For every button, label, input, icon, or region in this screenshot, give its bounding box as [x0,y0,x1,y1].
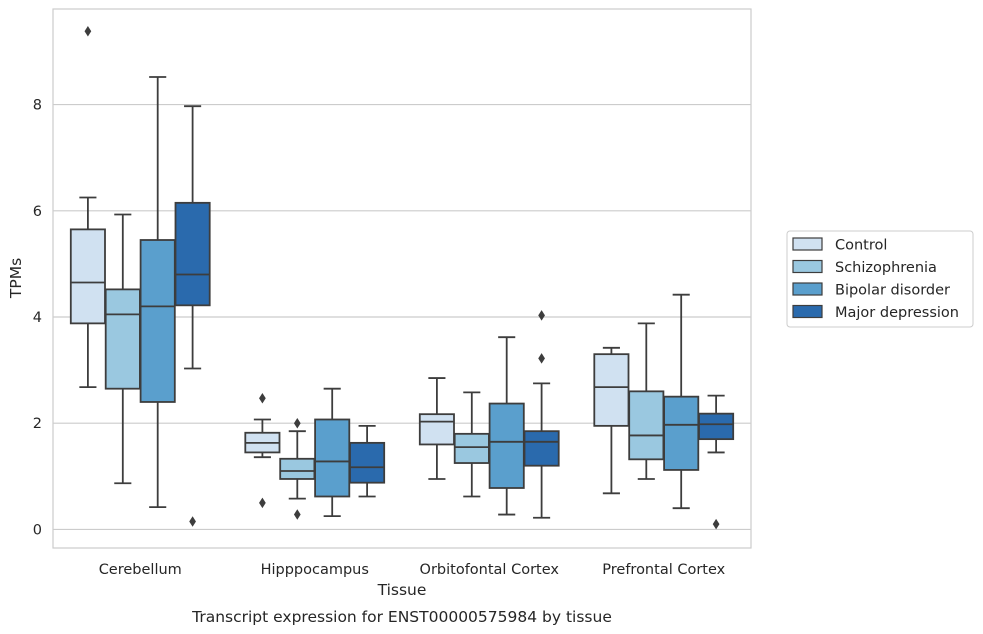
iqr-box [104,288,141,390]
box [244,392,281,509]
legend-label: Schizophrenia [835,260,937,276]
box [488,336,525,516]
y-tick-label: 4 [33,310,42,326]
legend-item: Schizophrenia [792,259,937,276]
iqr-box [314,418,351,498]
box [139,76,176,509]
y-axis-ticks: 0 2 4 6 8 [33,98,42,539]
box [314,387,351,518]
box-groups [69,26,735,530]
y-axis-label: TPMs [7,258,25,299]
box [698,394,735,530]
series-bipolar-disorder [139,76,700,518]
y-tick-label: 6 [33,204,42,220]
x-axis-label: Tissue [377,581,427,599]
iqr-box [418,413,455,446]
iqr-box [349,441,386,484]
box [523,310,560,519]
outlier-point [259,497,266,509]
x-tick-label: Hipppocampus [261,562,369,578]
legend-swatch [792,282,823,296]
outlier-point [84,26,92,37]
legend-label: Bipolar disorder [835,283,950,299]
outlier-point [293,509,301,520]
x-axis-ticks: Cerebellum Hipppocampus Orbitofontal Corte… [99,562,726,578]
iqr-box [139,239,176,403]
iqr-box [488,402,525,489]
y-tick-label: 8 [33,98,42,114]
legend-swatch [792,304,823,319]
box [349,424,386,498]
box [418,377,455,480]
outlier-point [538,310,545,321]
series-schizophrenia [104,213,665,520]
iqr-box [279,457,316,480]
outlier-point [712,518,720,530]
legend: Control Schizophrenia Bipolar disorder Majo… [786,230,974,328]
series-control [69,26,630,509]
box [663,293,700,510]
series-major-depression [174,105,735,530]
iqr-box [698,412,735,441]
box [628,322,665,480]
y-tick-label: 0 [33,522,42,538]
legend-swatch [792,259,823,274]
box [453,391,490,498]
box [279,417,316,520]
iqr-box [523,430,560,467]
legend-item: Major depression [792,304,959,321]
x-tick-label: Orbitofontal Cortex [420,562,560,578]
iqr-box [69,228,106,325]
legend-item: Control [792,237,887,254]
box [593,346,630,495]
iqr-box [628,390,665,461]
x-tick-label: Prefrontal Cortex [602,562,725,578]
outlier-point [259,392,266,404]
outlier-point [189,516,196,527]
legend-label: Major depression [835,305,959,321]
legend-item: Bipolar disorder [792,282,950,299]
outlier-point [293,417,301,429]
box [69,26,106,388]
box [174,105,211,527]
legend-label: Control [835,238,887,254]
y-tick-label: 2 [33,416,42,432]
outlier-point [538,353,545,364]
iqr-box [593,353,630,427]
iqr-box [663,395,700,471]
chart-caption: Transcript expression for ENST0000057598… [191,608,612,626]
legend-swatch [792,237,823,251]
legend-frame [786,230,974,328]
iqr-box [453,432,490,464]
plot-area-frame [52,8,752,549]
x-tick-label: Cerebellum [99,562,182,578]
box [104,213,141,485]
iqr-box [174,201,211,307]
